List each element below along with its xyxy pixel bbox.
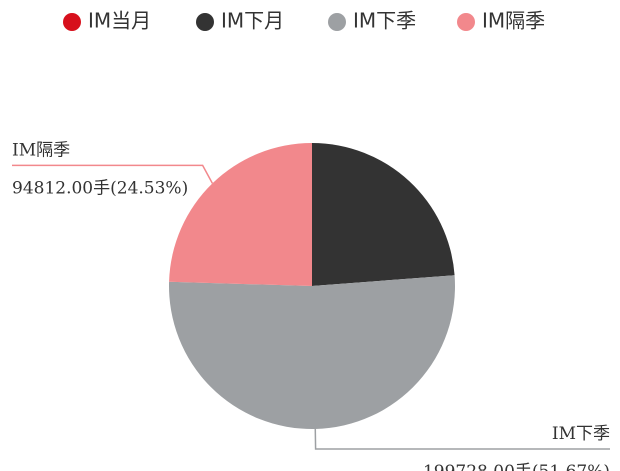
pie-slice bbox=[169, 143, 312, 286]
slice-name: IM隔季 bbox=[12, 140, 70, 160]
legend-swatch bbox=[196, 13, 214, 31]
legend-label: IM下季 bbox=[353, 9, 416, 33]
data-label: 94812.00手(24.53%) bbox=[12, 178, 188, 198]
label-line bbox=[314, 428, 610, 450]
legend-label: IM当月 bbox=[88, 9, 151, 33]
slice-name: IM下季 bbox=[552, 424, 610, 444]
pie-slice bbox=[312, 143, 455, 286]
legend-swatch bbox=[328, 13, 346, 31]
legend-swatch bbox=[63, 13, 81, 31]
legend-label: IM隔季 bbox=[482, 9, 545, 33]
data-label: 199728.00手(51.67%) bbox=[423, 462, 610, 471]
legend-swatch bbox=[457, 13, 475, 31]
label-line bbox=[12, 164, 214, 184]
pie-slice bbox=[168, 275, 455, 429]
legend-label: IM下月 bbox=[221, 9, 284, 33]
